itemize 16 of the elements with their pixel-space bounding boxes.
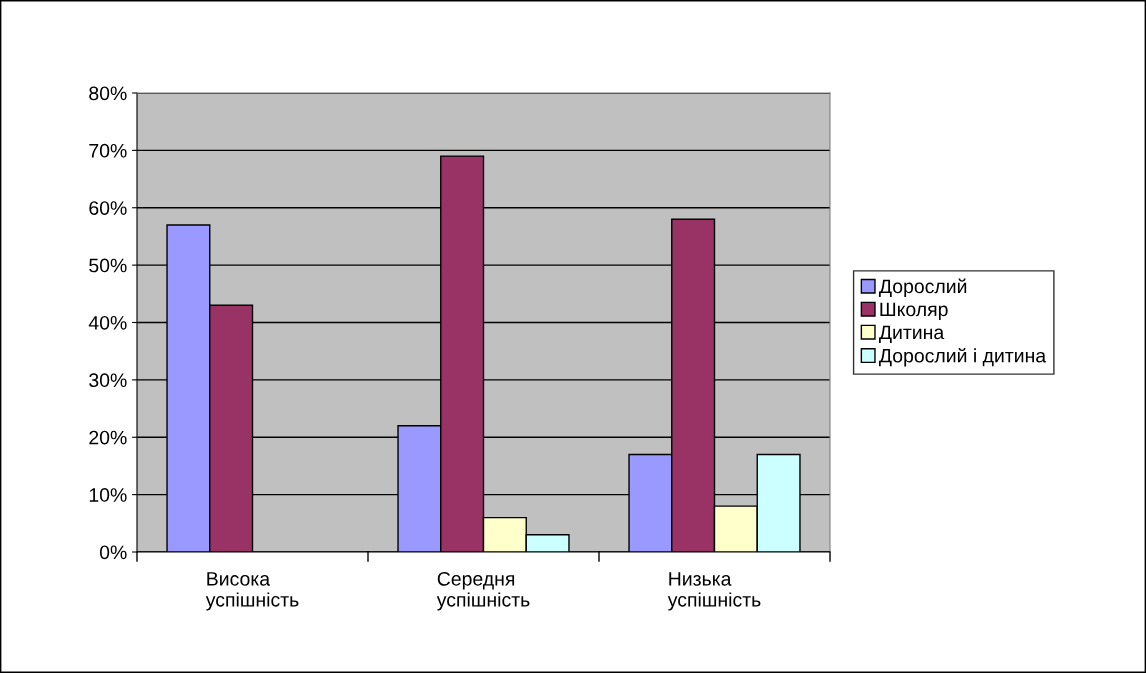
y-tick-label: 60% — [89, 201, 127, 215]
legend-label: Школяр — [880, 302, 948, 321]
y-tick-label: 0% — [99, 545, 127, 560]
y-tick-label: 30% — [89, 373, 127, 388]
y-tick-label: 80% — [89, 86, 127, 101]
x-tick-label: Низька успішність — [667, 572, 761, 611]
x-tick-label: Висока успішність — [205, 572, 299, 611]
y-tick-label: 40% — [88, 315, 127, 330]
y-tick-label: 20% — [89, 430, 127, 445]
legend-label: Дорослий — [879, 278, 967, 298]
x-tick-label: Середня успішність — [436, 571, 530, 611]
y-tick-label: 10% — [89, 488, 127, 502]
y-tick-label: 70% — [89, 143, 127, 158]
legend-label: Дитина — [879, 325, 945, 343]
legend-label: Дорослий і дитина — [879, 347, 1047, 367]
y-tick-label: 50% — [89, 258, 127, 273]
